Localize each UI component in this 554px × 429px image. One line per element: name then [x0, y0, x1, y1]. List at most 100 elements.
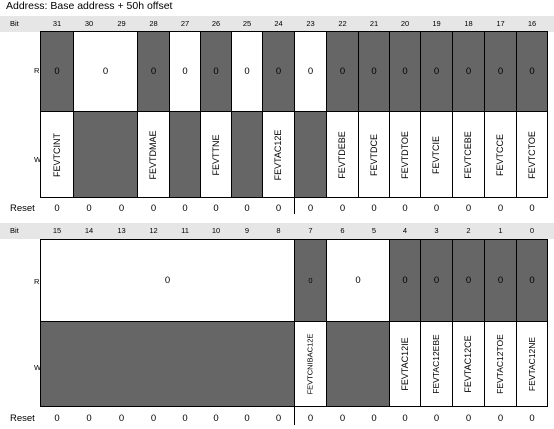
reset-value-bottom-1: 0	[86, 413, 92, 424]
reset-value-top-0: 0	[54, 203, 60, 214]
bit-number-top-13: 18	[464, 19, 473, 28]
w-bit20	[389, 111, 421, 198]
reset-value-bottom-10: 0	[371, 413, 377, 424]
bit-number-bottom-2: 13	[117, 226, 126, 235]
field-fevtac12ne: FEVTAC12NE	[527, 336, 537, 392]
r-bit25	[231, 31, 263, 112]
bit-number-top-4: 27	[180, 19, 190, 28]
w-bit31	[40, 111, 74, 198]
w-bit7	[294, 321, 327, 407]
r-bit23	[294, 31, 327, 112]
r-value-bit3: 0	[433, 275, 440, 286]
r-value-bit30-29: 0	[102, 66, 109, 77]
field-fevtdebe: FEVTDEBE	[337, 131, 347, 179]
reset-value-top-2: 0	[118, 203, 125, 214]
reset-value-bottom-8: 0	[307, 413, 314, 424]
bit-number-bottom-14: 1	[498, 226, 503, 235]
row-label-r-top: R	[34, 66, 40, 75]
bit-number-bottom-4: 11	[181, 226, 189, 235]
reset-value-top-6: 0	[244, 203, 250, 214]
bit-number-bottom-6: 9	[244, 226, 250, 235]
r-value-bit26: 0	[213, 66, 219, 77]
w-bit6-5	[326, 321, 390, 407]
r-bit15-8	[40, 239, 295, 322]
reset-value-bottom-6: 0	[244, 413, 250, 424]
reset-value-bottom-9: 0	[339, 413, 346, 424]
bit-number-bottom-9: 6	[340, 226, 345, 235]
bit-number-top-3: 28	[149, 19, 158, 28]
w-bit3	[420, 321, 453, 407]
reset-value-top-11: 0	[402, 203, 408, 214]
reset-value-bottom-11: 0	[402, 413, 408, 424]
reset-divider-top	[294, 198, 295, 214]
reset-value-top-4: 0	[182, 203, 188, 214]
bit-number-top-2: 29	[117, 19, 126, 28]
r-value-bit27: 0	[182, 66, 188, 77]
r-bit0	[516, 239, 548, 322]
row-label-w-top: W	[34, 155, 42, 164]
reset-value-bottom-4: 0	[182, 413, 188, 424]
bit-label-bottom: Bit	[10, 226, 19, 235]
r-value-bit28: 0	[150, 66, 157, 77]
r-value-bit15-8: 0	[164, 275, 171, 286]
bit-number-top-6: 25	[242, 19, 252, 28]
r-value-bit31: 0	[54, 66, 60, 77]
w-bit27	[169, 111, 201, 198]
row-label-r-bottom: R	[34, 277, 40, 286]
field-fevttne: FEVTTNE	[211, 134, 221, 176]
w-bit16	[516, 111, 548, 198]
bit-number-bottom-8: 7	[308, 226, 313, 235]
reset-value-top-13: 0	[465, 203, 472, 214]
r-bit4	[389, 239, 421, 322]
w-bit19	[420, 111, 453, 198]
r-value-bit21: 0	[371, 66, 377, 77]
bit-number-bottom-15: 0	[529, 226, 535, 235]
bit-number-top-12: 19	[432, 19, 441, 28]
bit-number-top-5: 26	[211, 19, 221, 28]
bit-number-bottom-12: 3	[434, 226, 439, 235]
field-fevtcie: FEVTCIE	[431, 135, 441, 175]
row-label-w-bottom: W	[34, 363, 42, 372]
bit-header-bottom	[0, 223, 554, 239]
r-value-bit7: 0	[308, 276, 313, 285]
field-fevtdce: FEVTDCE	[369, 133, 379, 177]
field-fevtdtoe: FEVTDTOE	[400, 131, 410, 179]
w-bit2	[452, 321, 485, 407]
bit-number-top-9: 22	[338, 19, 347, 28]
reset-value-top-14: 0	[497, 203, 504, 214]
w-bit1	[484, 321, 517, 407]
reset-value-bottom-13: 0	[465, 413, 472, 424]
bit-number-bottom-10: 5	[371, 226, 377, 235]
bit-number-bottom-1: 14	[84, 226, 94, 235]
w-bit18	[452, 111, 485, 198]
r-value-bit0: 0	[529, 275, 535, 286]
reset-value-bottom-15: 0	[529, 413, 535, 424]
w-bit28	[137, 111, 170, 198]
bit-number-bottom-5: 10	[211, 226, 221, 235]
reset-divider-bottom	[294, 407, 295, 425]
bit-number-top-0: 31	[52, 19, 62, 28]
field-fevtcebe: FEVTCEBE	[463, 131, 473, 179]
reset-value-top-5: 0	[213, 203, 219, 214]
w-bit25	[231, 111, 263, 198]
field-fevtcint: FEVTCINT	[52, 133, 62, 177]
r-value-bit17: 0	[497, 66, 504, 77]
field-fevtcce: FEVTCCE	[495, 133, 505, 177]
r-value-bit23: 0	[307, 66, 314, 77]
r-value-bit6-5: 0	[355, 275, 361, 286]
w-bit22	[326, 111, 359, 198]
bit-number-top-7: 24	[274, 19, 283, 28]
r-value-bit18: 0	[465, 66, 472, 77]
field-fevtac12e: FEVTAC12E	[273, 129, 283, 181]
r-value-bit2: 0	[465, 275, 472, 286]
bit-number-top-10: 21	[369, 19, 379, 28]
r-value-bit25: 0	[244, 66, 250, 77]
r-bit24	[262, 31, 295, 112]
r-value-bit4: 0	[402, 275, 408, 286]
r-bit28	[137, 31, 170, 112]
r-value-bit16: 0	[529, 66, 535, 77]
r-bit22	[326, 31, 359, 112]
bit-header-top	[0, 16, 554, 32]
bit-number-bottom-3: 12	[149, 226, 158, 235]
bit-number-bottom-0: 15	[52, 226, 62, 235]
